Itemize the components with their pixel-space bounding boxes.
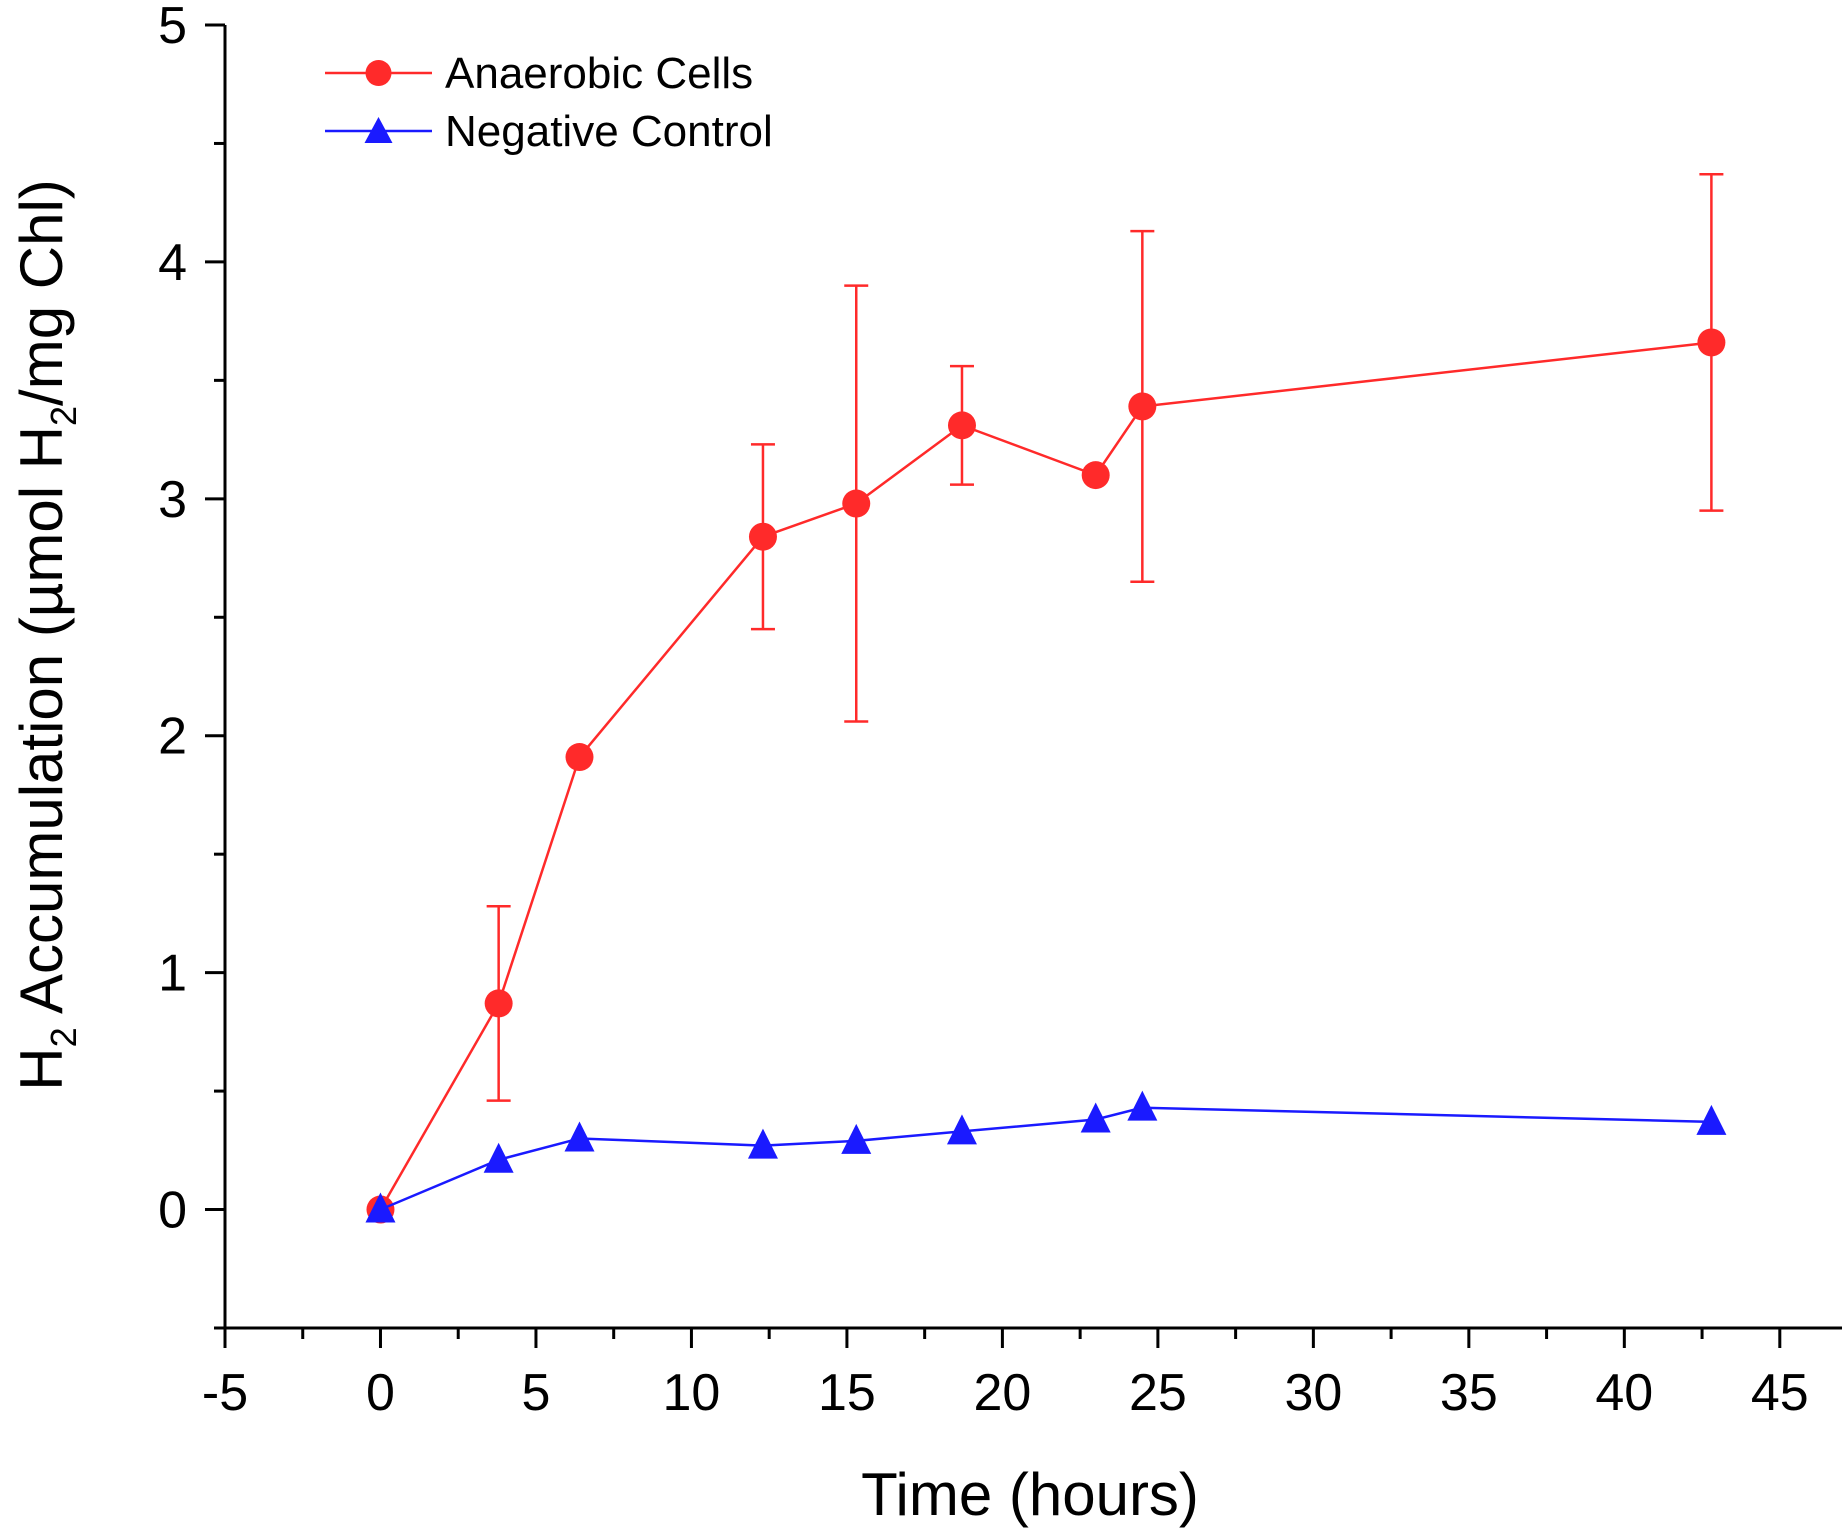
x-tick-label: 10	[663, 1364, 721, 1422]
legend-item-negative-control: Negative Control	[325, 107, 773, 156]
series-anaerobic-cells	[366, 173, 1726, 1224]
y-tick-label: 3	[158, 471, 187, 529]
x-tick-label: 35	[1440, 1364, 1498, 1422]
y-axis-title-suffix: /mg Chl)	[8, 179, 75, 406]
x-tick-label: 45	[1751, 1364, 1809, 1422]
tick-marks	[205, 23, 1782, 1348]
axes	[223, 25, 1842, 1330]
legend: Anaerobic Cells Negative Control	[325, 49, 773, 156]
x-tick-label: 5	[522, 1364, 551, 1422]
y-axis-title: H2 Accumulation (µmol H2/mg Chl)	[8, 179, 84, 1091]
data-point	[842, 489, 871, 518]
data-point	[1127, 1090, 1158, 1121]
y-axis-title-middle-subscript: 2	[43, 406, 84, 426]
data-point	[1128, 392, 1157, 421]
data-point	[1696, 1104, 1727, 1135]
data-point	[1697, 328, 1726, 357]
x-tick-label: 30	[1284, 1364, 1342, 1422]
y-axis-title-middle: Accumulation (µmol H	[8, 426, 75, 1027]
y-tick-label: 5	[158, 0, 187, 55]
legend-marker	[364, 117, 393, 143]
y-tick-label: 2	[158, 708, 187, 766]
legend-marker	[365, 60, 392, 86]
y-tick-label: 1	[158, 945, 187, 1003]
x-tick-label: 0	[366, 1364, 395, 1422]
data-point	[483, 1142, 514, 1173]
data-point	[564, 1121, 595, 1152]
data-point	[947, 411, 976, 440]
y-axis-title-prefix-subscript: 2	[43, 1027, 84, 1047]
y-axis-title-prefix: H	[8, 1047, 75, 1090]
legend-label: Negative Control	[445, 107, 773, 156]
legend-item-anaerobic-cells: Anaerobic Cells	[325, 49, 753, 98]
data-point	[747, 1128, 778, 1159]
data-point	[565, 743, 594, 772]
data-point	[748, 522, 777, 551]
y-tick-label: 0	[158, 1182, 187, 1240]
data-point	[484, 989, 513, 1018]
x-tick-label: 20	[973, 1364, 1031, 1422]
x-tick-label: -5	[202, 1364, 248, 1422]
x-axis-title: Time (hours)	[861, 1461, 1199, 1528]
series-plot-area	[365, 173, 1727, 1224]
data-point	[365, 1192, 396, 1223]
x-tick-label: 40	[1595, 1364, 1653, 1422]
data-point	[1081, 461, 1110, 490]
legend-label: Anaerobic Cells	[445, 49, 753, 98]
y-tick-label: 4	[158, 234, 187, 292]
data-point	[841, 1123, 872, 1154]
x-tick-label: 25	[1129, 1364, 1187, 1422]
series-negative-control	[365, 1090, 1727, 1223]
data-point	[946, 1114, 977, 1145]
data-point	[1080, 1102, 1111, 1133]
x-tick-label: 15	[818, 1364, 876, 1422]
series-line	[379, 341, 1712, 1211]
